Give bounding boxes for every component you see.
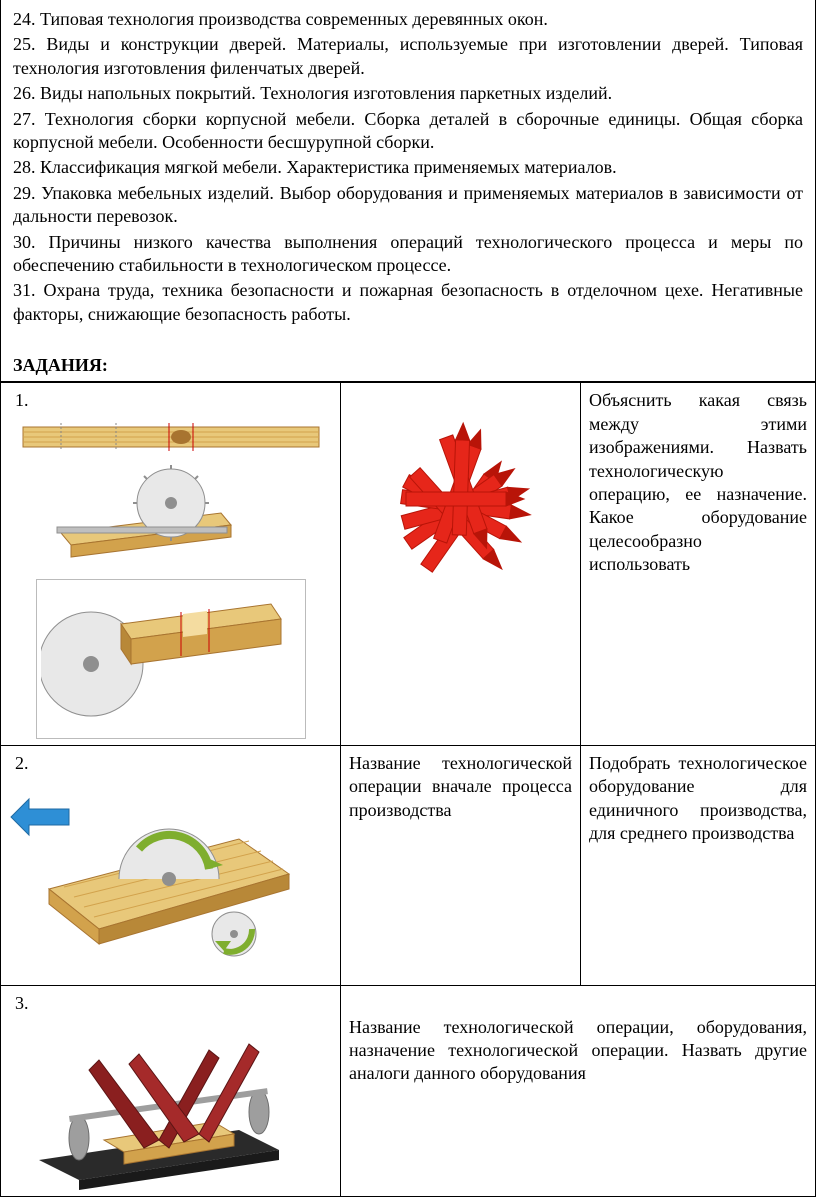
task3-number: 3. [15, 992, 332, 1015]
task2-number: 2. [15, 752, 332, 775]
list-item-29: 29. Упаковка мебельных изделий. Выбор об… [13, 182, 803, 229]
task2-mid-cell: Название технологической операции вначал… [341, 745, 581, 985]
list-item-28: 28. Классификация мягкой мебели. Характе… [13, 156, 803, 179]
task2-mid-text: Название технологической операции вначал… [349, 752, 572, 822]
task2-description: Подобрать технологическое оборудование д… [589, 752, 807, 846]
list-item-30: 30. Причины низкого качества выполнения … [13, 231, 803, 278]
task1-image-center [341, 383, 581, 745]
task3-image: 3. [1, 986, 341, 1196]
crosscut-saw-icon [51, 463, 291, 573]
task3-description: Название технологической операции, обору… [349, 1016, 807, 1086]
cutout-section-icon [41, 584, 301, 734]
tasks-heading: ЗАДАНИЯ: [13, 354, 803, 377]
panel-saw-icon [9, 779, 309, 979]
list-item-27: 27. Технология сборки корпусной мебели. … [13, 108, 803, 155]
list-item-31: 31. Охрана труда, техника безопасности и… [13, 279, 803, 326]
task1-image-left: 1. [1, 383, 341, 745]
task1-description: Объяснить какая связь между этими изобра… [589, 389, 807, 576]
tasks-table: 1. [0, 382, 816, 1196]
marking-crayons-icon [349, 389, 573, 589]
list-item-25: 25. Виды и конструкции дверей. Материалы… [13, 33, 803, 80]
task3-description-cell: Название технологической операции, обору… [341, 986, 816, 1196]
task2-description-cell: Подобрать технологическое оборудование д… [581, 745, 816, 985]
task1-number: 1. [15, 389, 332, 412]
task1-description-cell: Объяснить какая связь между этими изобра… [581, 383, 816, 745]
list-item-24: 24. Типовая технология производства совр… [13, 8, 803, 31]
plank-with-defect-icon [21, 417, 321, 457]
sanding-machine-icon [9, 1020, 309, 1190]
task2-image: 2. [1, 745, 341, 985]
list-item-26: 26. Виды напольных покрытий. Технология … [13, 82, 803, 105]
